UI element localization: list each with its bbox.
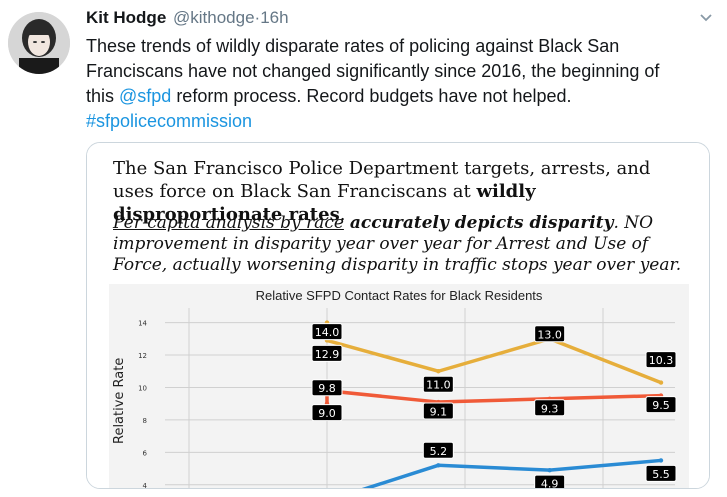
mention-link[interactable]: @sfpd <box>119 86 172 106</box>
data-label-box <box>645 351 677 369</box>
data-label: 9.3 <box>541 402 559 415</box>
data-label: 13.0 <box>537 328 562 341</box>
headline-bold: wildly disproportionate rates <box>113 181 536 225</box>
data-label: 5.5 <box>652 468 670 481</box>
tweet-image[interactable]: The San Francisco Police Department targ… <box>86 142 710 489</box>
y-tick-label: 8 <box>143 417 147 425</box>
headline-end: . <box>339 204 346 225</box>
data-label-box <box>311 404 343 422</box>
separator: · <box>254 8 261 27</box>
data-label: 10.3 <box>649 354 674 367</box>
data-label-box <box>534 474 566 488</box>
data-label-box <box>422 402 454 420</box>
data-label: 11.0 <box>426 379 451 392</box>
data-point <box>436 463 441 468</box>
y-tick-label: 14 <box>138 320 147 328</box>
data-label-box <box>534 325 566 343</box>
image-headline: The San Francisco Police Department targ… <box>113 157 693 226</box>
data-point <box>547 467 552 473</box>
author-handle[interactable]: @kithodge <box>173 8 255 27</box>
tweet-text-part1: These trends of wildly disparate rates o… <box>86 36 660 106</box>
data-label: 5.2 <box>430 445 448 458</box>
image-subtext: Per capita analysis by race accurately d… <box>113 213 698 276</box>
data-label: 9.1 <box>430 406 448 419</box>
chevron-down-icon[interactable] <box>699 10 713 28</box>
data-label: 14.0 <box>315 326 340 339</box>
author-name[interactable]: Kit Hodge <box>86 8 167 27</box>
series-line-2 <box>361 458 662 488</box>
y-tick-label: 12 <box>138 352 147 360</box>
data-label-box <box>645 396 677 414</box>
data-point <box>658 380 664 385</box>
y-tick-label: 6 <box>143 449 148 457</box>
data-label-box <box>645 464 677 482</box>
data-label-box <box>311 323 343 341</box>
data-label-box <box>534 399 566 417</box>
tweet-text: These trends of wildly disparate rates o… <box>86 34 686 134</box>
headline-part1: The San Francisco Police Department targ… <box>113 158 651 202</box>
data-point <box>436 369 441 374</box>
subtext-rest: . NO improvement in disparity year over … <box>113 213 682 275</box>
y-axis-label: Relative Rate <box>112 358 127 444</box>
hashtag-link[interactable]: #sfpolicecommission <box>86 111 253 131</box>
y-tick-label: 10 <box>138 384 147 392</box>
data-label: 9.0 <box>318 407 336 420</box>
image-document: The San Francisco Police Department targ… <box>87 143 709 488</box>
chart-title: Relative SFPD Contact Rates for Black Re… <box>255 288 543 303</box>
avatar[interactable] <box>8 12 70 74</box>
subtext-underline: Per capita analysis by race <box>113 213 344 233</box>
data-label-box <box>311 344 343 362</box>
tweet-text-part2: reform process. Record budgets have not … <box>171 86 572 106</box>
data-label: 9.8 <box>318 382 336 395</box>
data-point <box>658 458 664 463</box>
tweet-time[interactable]: 16h <box>260 8 289 27</box>
data-label-box <box>422 375 454 393</box>
data-label: 12.9 <box>315 348 340 361</box>
data-label-box <box>311 379 343 397</box>
chart: Relative SFPD Contact Rates for Black Re… <box>109 284 689 488</box>
avatar-photo <box>8 12 70 74</box>
data-label: 4.9 <box>541 478 559 488</box>
tweet-header: Kit Hodge @kithodge·16h <box>86 8 289 28</box>
data-label-box <box>422 441 454 459</box>
chart-plot: 4 6 8 10 12 14 Relative Rate 14.0 12.9 11.0 13.0 10… <box>112 308 677 488</box>
data-label: 9.5 <box>652 399 670 412</box>
y-tick-label: 4 <box>143 482 148 488</box>
subtext-bold: accurately depicts disparity <box>343 213 614 233</box>
